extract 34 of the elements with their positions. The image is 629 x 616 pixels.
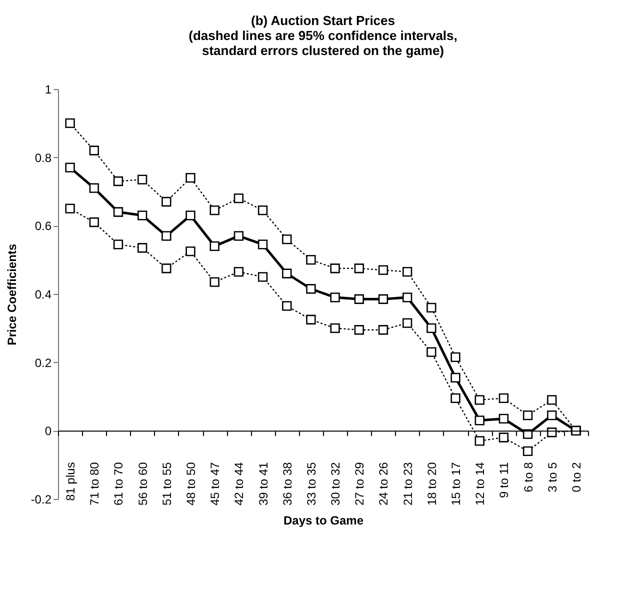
text: (dashed lines are 95% confidence intervals, — [188, 28, 458, 43]
x-tick-label: 61 to 70 — [112, 462, 126, 506]
x-axis-title: Days to Game — [283, 514, 364, 528]
text: (b) Auction Start Prices — [251, 13, 395, 28]
x-tick-label: 51 to 55 — [160, 462, 174, 506]
x-tick-label: 56 to 60 — [136, 462, 150, 506]
y-tick-label: 0.6 — [34, 219, 52, 234]
x-tick-label: 27 to 29 — [352, 462, 367, 506]
text: standard errors clustered on the game) — [202, 43, 444, 58]
y-axis-title: Price Coefficients — [4, 243, 19, 346]
x-tick-label: 33 to 35 — [304, 462, 318, 506]
x-tick-label: 42 to 44 — [232, 462, 246, 506]
x-tick-label: 48 to 50 — [184, 462, 198, 506]
x-tick-label: 0 to 2 — [569, 462, 584, 492]
y-tick-label: 1 — [44, 82, 52, 96]
y-tick-label: 0.8 — [34, 150, 52, 165]
x-tick-label: 3 to 5 — [545, 462, 560, 492]
x-tick-label: 45 to 47 — [208, 462, 222, 506]
x-tick-label: 81 plus — [64, 462, 78, 501]
y-tick-label: 0.4 — [34, 288, 52, 302]
x-tick-label: 6 to 8 — [521, 462, 536, 492]
x-tick-label: 39 to 41 — [256, 462, 270, 506]
x-tick-label: 9 to 11 — [497, 462, 512, 498]
y-tick-label: 0.2 — [34, 356, 52, 370]
x-tick-label: 15 to 17 — [449, 462, 463, 506]
x-tick-label: 18 to 20 — [424, 462, 439, 506]
x-tick-label: 21 to 23 — [400, 462, 415, 506]
x-tick-label: 30 to 32 — [328, 462, 343, 506]
x-tick-label: 36 to 38 — [280, 462, 294, 506]
y-tick-label: -0.2 — [30, 492, 52, 506]
x-tick-label: 12 to 14 — [473, 462, 488, 506]
y-tick-label: 0 — [44, 424, 52, 438]
x-tick-label: 71 to 80 — [88, 462, 102, 506]
x-tick-label: 24 to 26 — [376, 462, 391, 506]
